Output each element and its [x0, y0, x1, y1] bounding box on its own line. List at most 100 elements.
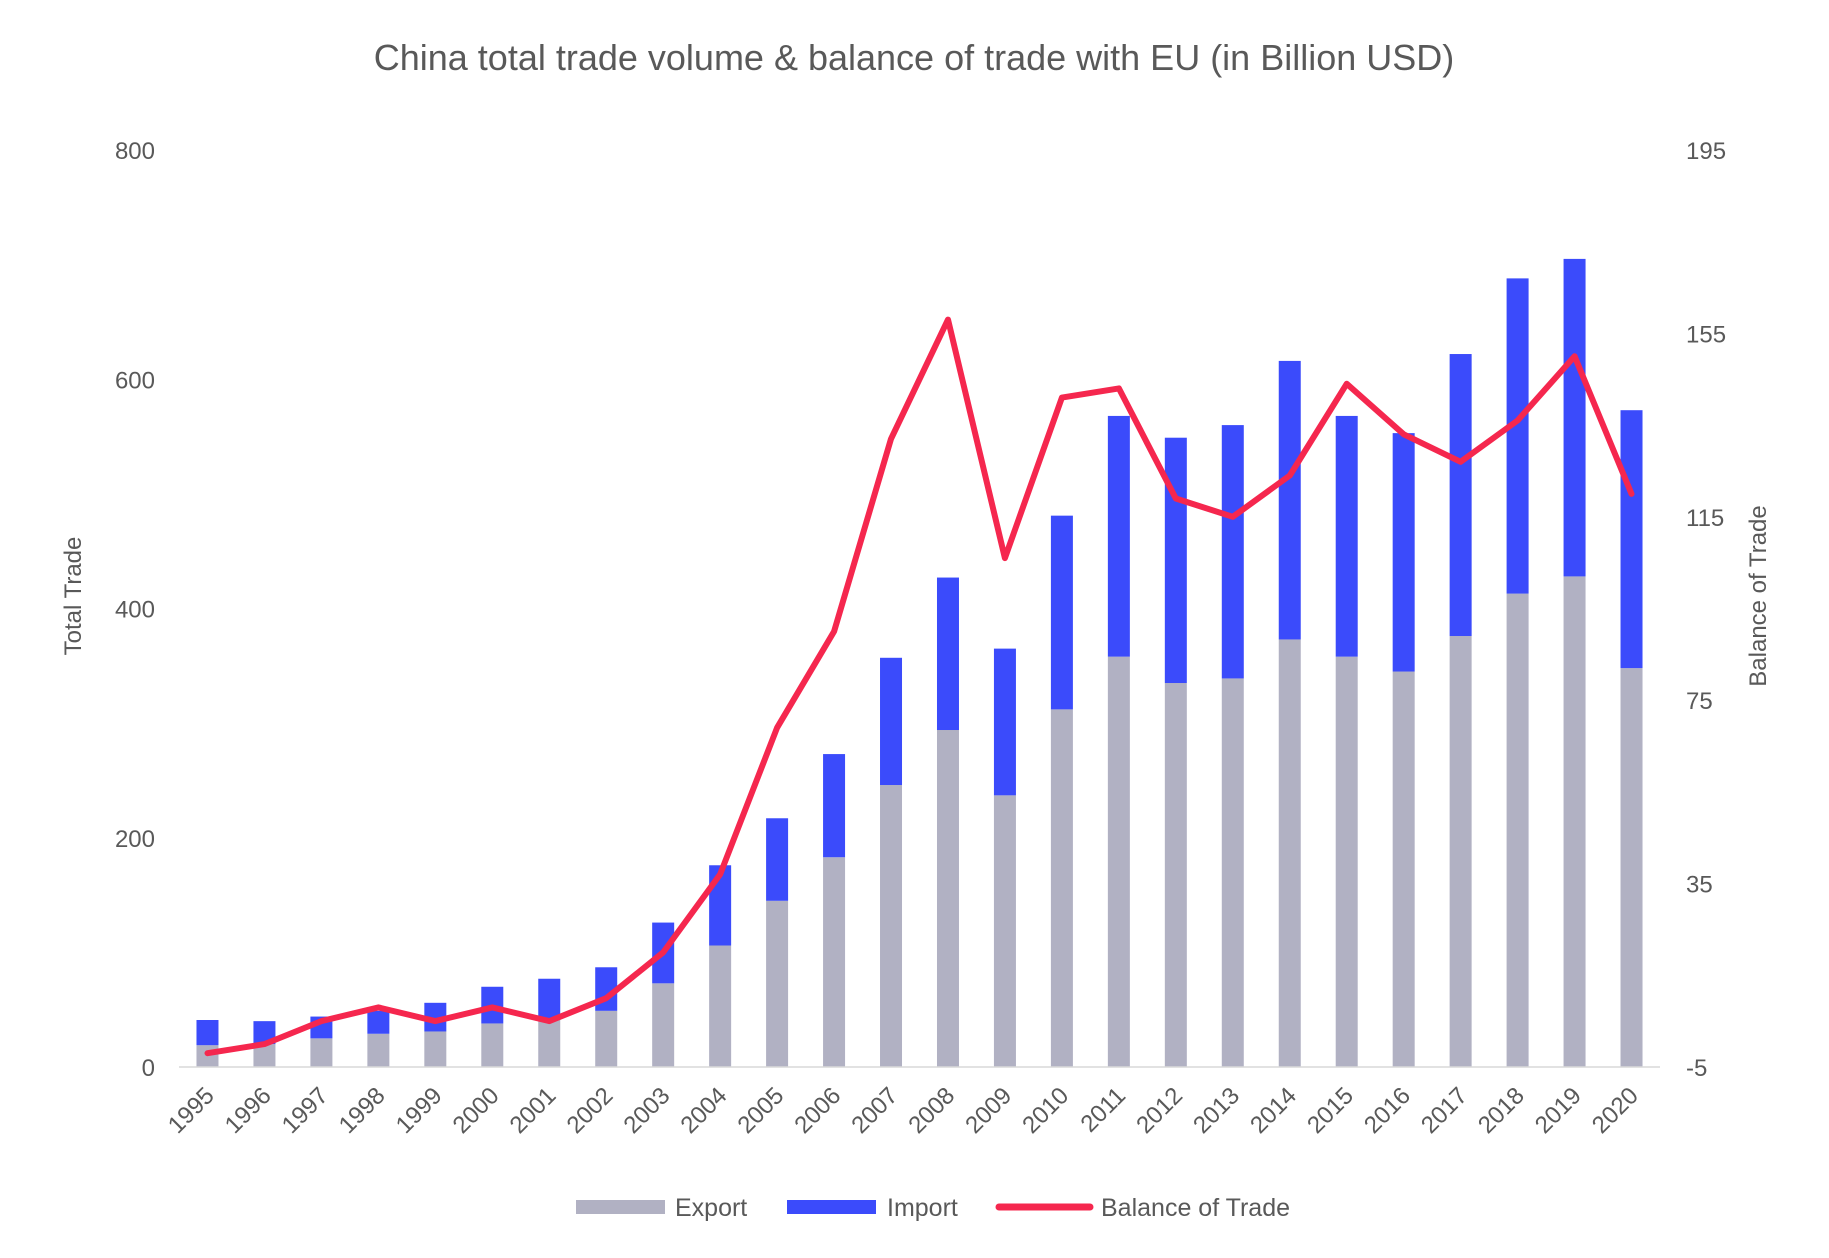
y-tick-label: 600 — [115, 367, 155, 394]
x-tick-label: 2015 — [1302, 1082, 1359, 1139]
x-tick-label: 2006 — [789, 1082, 846, 1139]
legend-swatch-import — [787, 1200, 876, 1214]
bar-import-2016 — [1392, 433, 1415, 672]
legend-label-balance: Balance of Trade — [1101, 1194, 1290, 1222]
y-axis-title: Total Trade — [60, 537, 87, 656]
y2-tick-label: 115 — [1686, 505, 1724, 532]
bar-export-2009 — [993, 795, 1016, 1067]
bar-import-2009 — [993, 648, 1016, 796]
bar-export-2002 — [595, 1010, 618, 1067]
bar-export-2012 — [1164, 683, 1187, 1067]
bar-export-2004 — [709, 945, 732, 1067]
bar-import-2017 — [1449, 354, 1472, 637]
legend-label-export: Export — [675, 1194, 747, 1222]
balance-line-group — [204, 316, 1635, 1057]
y2-axis-title: Balance of Trade — [1745, 505, 1772, 686]
bar-export-2005 — [766, 900, 789, 1067]
x-tick-label: 2013 — [1188, 1082, 1245, 1139]
x-tick-label: 2012 — [1131, 1082, 1188, 1139]
x-tick-label: 2009 — [960, 1082, 1017, 1139]
x-tick-label: 1995 — [163, 1082, 220, 1139]
bar-export-2019 — [1563, 576, 1586, 1067]
x-tick-label: 2008 — [903, 1082, 960, 1139]
bar-import-2010 — [1050, 515, 1073, 710]
x-tick-label: 2019 — [1530, 1082, 1587, 1139]
bar-export-2003 — [652, 983, 675, 1067]
bar-export-2016 — [1392, 671, 1415, 1067]
bar-import-2008 — [936, 577, 959, 731]
x-tick-label: 1998 — [334, 1082, 391, 1139]
y2-tick-label: 155 — [1686, 321, 1726, 348]
bar-import-2005 — [766, 818, 789, 901]
bar-export-1997 — [310, 1038, 333, 1067]
x-tick-label: 2010 — [1017, 1082, 1074, 1139]
bar-export-1999 — [424, 1031, 447, 1067]
bar-export-2007 — [880, 785, 903, 1067]
bar-export-1998 — [367, 1033, 390, 1067]
x-tick-label: 1997 — [277, 1082, 334, 1139]
bar-import-2007 — [880, 657, 903, 786]
bar-import-1996 — [253, 1021, 276, 1045]
bar-import-1998 — [367, 1010, 390, 1034]
bar-import-2014 — [1278, 360, 1301, 640]
y-tick-label: 200 — [115, 826, 155, 853]
x-tick-label: 2003 — [619, 1082, 676, 1139]
bar-import-1999 — [424, 1002, 447, 1032]
legend-item-import: Import — [787, 1194, 958, 1222]
y2-tick-label: -5 — [1686, 1055, 1707, 1082]
bar-export-2017 — [1449, 636, 1472, 1067]
y2-tick-label: 75 — [1686, 688, 1713, 715]
x-tick-label: 2011 — [1076, 1082, 1132, 1138]
legend-item-balance: Balance of Trade — [995, 1194, 1290, 1222]
x-tick-label: 2016 — [1359, 1082, 1416, 1139]
y2-tick-label: 35 — [1686, 872, 1713, 899]
bar-import-2001 — [538, 978, 561, 1021]
bar-export-2015 — [1335, 656, 1358, 1067]
x-tick-label: 2014 — [1245, 1082, 1302, 1139]
bar-import-2011 — [1107, 415, 1130, 657]
bars — [196, 258, 1643, 1067]
bar-export-2020 — [1620, 668, 1643, 1067]
bar-export-2010 — [1050, 709, 1073, 1067]
bar-import-2019 — [1563, 258, 1586, 577]
bar-export-2013 — [1221, 678, 1244, 1067]
bar-import-2012 — [1164, 437, 1187, 684]
bar-export-2000 — [481, 1023, 504, 1067]
bar-export-2018 — [1506, 593, 1529, 1067]
x-tick-label: 2005 — [732, 1082, 789, 1139]
x-tick-label: 1999 — [391, 1082, 448, 1139]
bar-import-2015 — [1335, 415, 1358, 657]
y-tick-label: 0 — [142, 1055, 155, 1082]
bar-import-2018 — [1506, 278, 1529, 594]
x-tick-label: 2018 — [1473, 1082, 1530, 1139]
x-tick-label: 2004 — [676, 1082, 733, 1139]
bar-import-1995 — [196, 1020, 219, 1046]
legend-item-export: Export — [576, 1194, 747, 1222]
chart-title: China total trade volume & balance of tr… — [374, 37, 1455, 78]
x-tick-label: 2020 — [1587, 1082, 1644, 1139]
bar-export-2001 — [538, 1020, 561, 1067]
x-tick-label: 2007 — [846, 1082, 903, 1139]
y2-tick-label: 195 — [1686, 138, 1726, 165]
y-tick-label: 400 — [115, 597, 155, 624]
bar-export-1996 — [253, 1044, 276, 1067]
x-tick-label: 2000 — [448, 1082, 505, 1139]
balance-of-trade-line — [204, 316, 1635, 1057]
bar-import-2006 — [823, 754, 846, 858]
x-tick-label: 2001 — [505, 1082, 562, 1139]
x-tick-label: 2017 — [1416, 1082, 1473, 1139]
bar-export-2006 — [823, 857, 846, 1067]
x-tick-label: 2002 — [562, 1082, 619, 1139]
bar-export-2008 — [936, 730, 959, 1067]
bar-import-2020 — [1620, 410, 1643, 669]
legend-swatch-export — [576, 1200, 665, 1214]
y2-axis-ticks: -5 35 75 115 155 195 — [1686, 138, 1726, 1082]
bar-export-2011 — [1107, 656, 1130, 1067]
legend-label-import: Import — [887, 1194, 958, 1222]
y-tick-label: 800 — [115, 138, 155, 165]
legend: Export Import Balance of Trade — [576, 1194, 1290, 1222]
x-axis-ticks: 1995 1996 1997 1998 1999 2000 2001 2002 2003 2004… — [163, 1082, 1644, 1139]
bar-import-2013 — [1221, 425, 1244, 679]
x-tick-label: 1996 — [220, 1082, 277, 1139]
